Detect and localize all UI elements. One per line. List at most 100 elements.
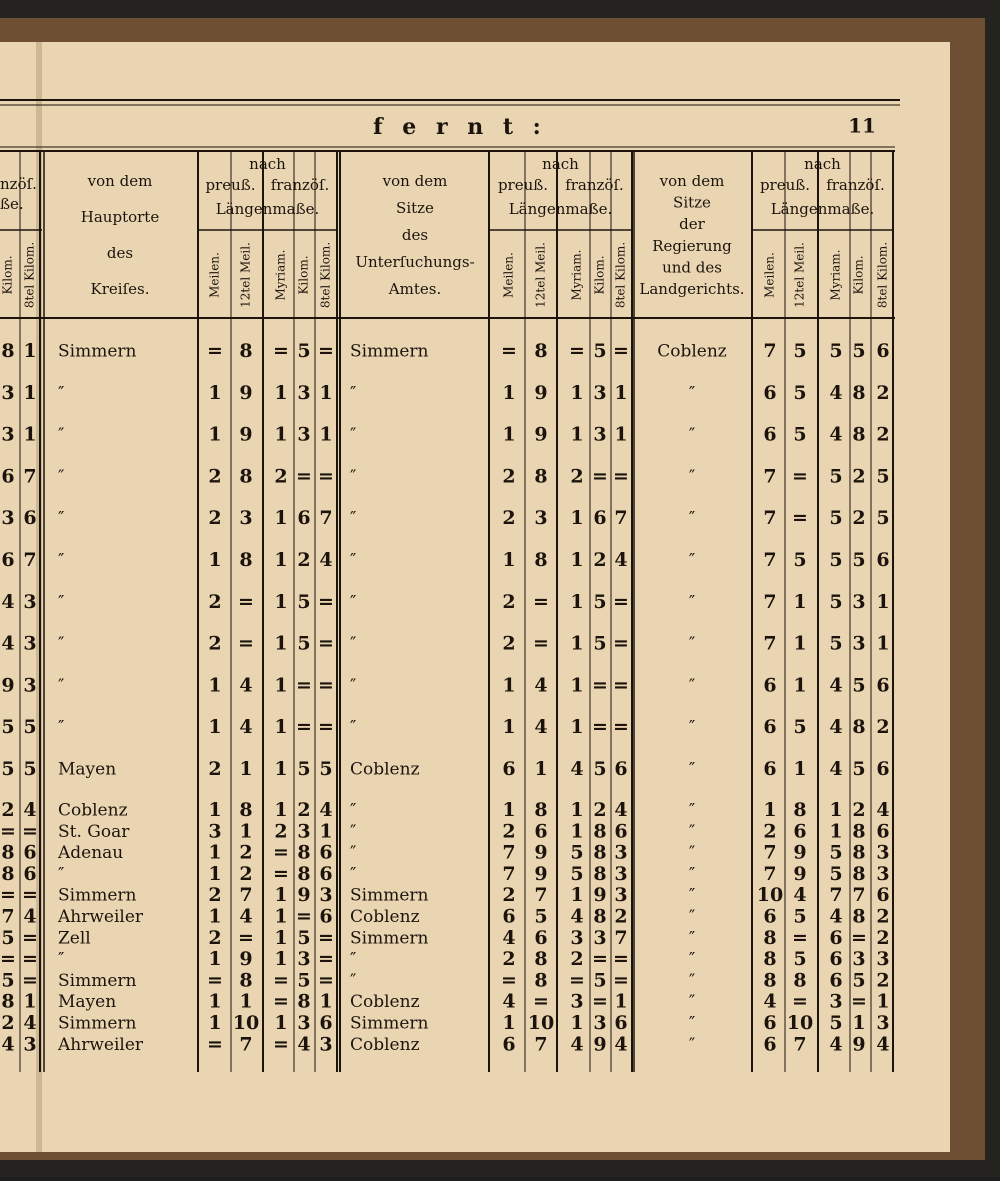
cell: 8 [1,863,14,885]
cell: = [207,1033,223,1055]
cell: 7 [829,884,842,906]
place-name: ″ [58,634,64,654]
place-name: ″ [350,551,356,571]
cell: 2 [502,591,515,613]
cell: 1 [876,633,889,655]
cell: 1 [763,799,776,821]
header-fragment: ße. [0,195,24,213]
unit-label: 8tel Kilom. [876,242,890,308]
cell: 8 [297,991,310,1013]
system-label: preuß. [498,176,548,194]
cell: 8 [793,969,806,991]
place-name: ″ [689,992,695,1012]
unit-label: Kilom. [1,255,15,294]
column-heading: Sitze [396,199,434,217]
cell: = [318,969,334,991]
cell: 2 [297,799,310,821]
place-name: Ahrweiler [57,907,144,927]
cell: 6 [829,927,842,949]
cell: 1 [614,991,627,1013]
cell: = [592,465,608,487]
cell: 5 [23,716,36,738]
cell: 6 [763,424,776,446]
cell: 4 [570,758,583,780]
unit-label: 8tel Kilom. [23,242,37,308]
cell: = [318,591,334,613]
cell: 5 [829,465,842,487]
place-name: ″ [350,634,356,654]
cell: 4 [23,906,36,928]
unit-label: 8tel Kilom. [319,242,333,308]
place-name: ″ [350,383,356,403]
column-heading: von dem [382,172,448,190]
cell: 8 [763,969,776,991]
place-name: ″ [58,509,64,529]
cell: 2 [570,948,583,970]
cell: 4 [297,1033,310,1055]
cell: 2 [502,948,515,970]
place-name: Simmern [350,928,429,948]
cell: 5 [793,549,806,571]
cell: = [207,969,223,991]
cell: 3 [1,382,14,404]
cell: 8 [534,549,547,571]
cell: 10 [757,884,783,906]
cell: 5 [297,633,310,655]
cell: 3 [297,948,310,970]
cell: 3 [876,1012,889,1034]
cell: 4 [239,906,252,928]
cell: 8 [763,948,776,970]
cell: = [533,991,549,1013]
cell: 5 [793,948,806,970]
cell: 7 [239,884,252,906]
cell: 7 [1,906,14,928]
cell: 10 [787,1012,813,1034]
cell: 1 [274,758,287,780]
cell: 1 [274,884,287,906]
cell: 1 [319,424,332,446]
cell: 5 [297,927,310,949]
cell: = [792,507,808,529]
cell: = [792,927,808,949]
cell: = [22,820,38,842]
cell: 4 [239,674,252,696]
cell: = [273,340,289,362]
column-heading: Landgerichts. [639,280,744,298]
place-name: ″ [58,718,64,738]
cell: 8 [239,465,252,487]
cell: 1 [23,991,36,1013]
cell: 9 [852,1033,865,1055]
cell: 5 [319,758,332,780]
cell: = [273,863,289,885]
cell: 4 [829,424,842,446]
cell: 2 [614,906,627,928]
cell: 6 [876,884,889,906]
cell: 1 [502,424,515,446]
cell: 1 [570,799,583,821]
unit-label: Meilen. [502,252,516,298]
cell: 3 [297,382,310,404]
cell: 4 [1,633,14,655]
cell: 6 [534,927,547,949]
cell: 4 [614,1033,627,1055]
cell: 4 [829,906,842,928]
cell: 8 [534,948,547,970]
cell: 2 [593,799,606,821]
place-name: ″ [350,971,356,991]
cell: 8 [852,863,865,885]
place-name: Mayen [58,992,116,1012]
cell: 4 [614,549,627,571]
cell: 1 [208,424,221,446]
cell: 8 [763,927,776,949]
place-name: ″ [350,864,356,884]
place-name: ″ [689,634,695,654]
cell: 5 [793,382,806,404]
place-name: ″ [689,864,695,884]
cell: 5 [1,927,14,949]
cell: = [613,340,629,362]
place-name: Simmern [350,886,429,906]
measure-label: Längenmaße. [771,200,875,218]
cell: 2 [593,549,606,571]
cell: 6 [593,507,606,529]
cell: 6 [502,906,515,928]
